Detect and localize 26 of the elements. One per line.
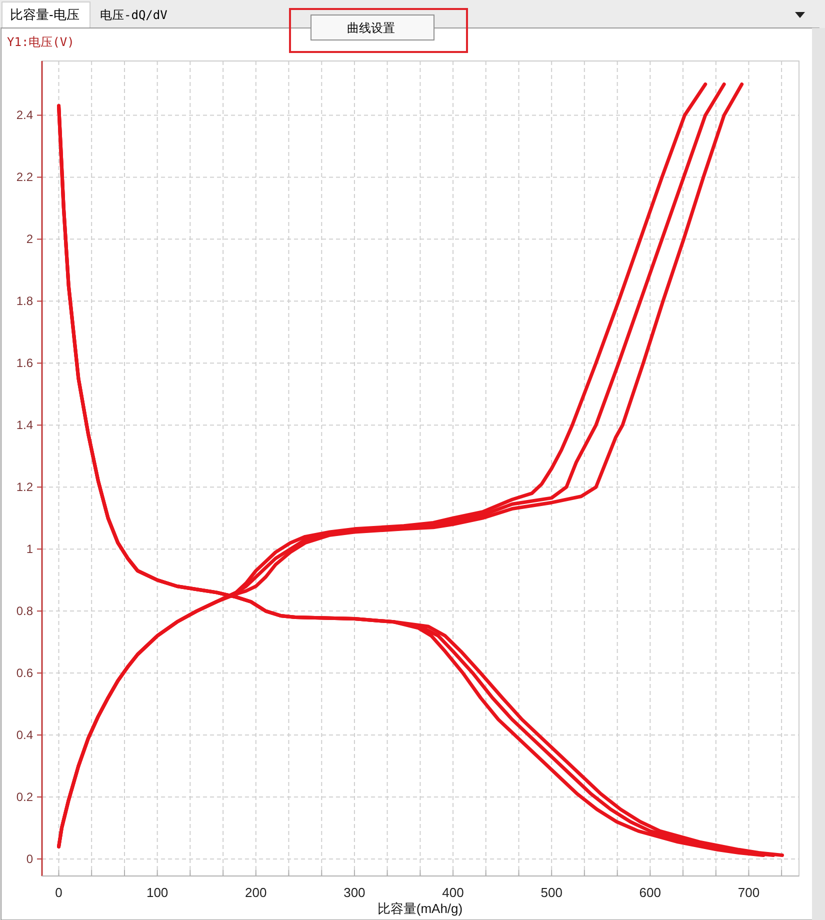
y-tick-label: 0.2	[16, 790, 34, 804]
x-tick-label: 200	[245, 885, 267, 900]
y-tick-label: 1.2	[16, 480, 34, 494]
x-axis-title: 比容量(mAh/g)	[377, 901, 463, 916]
x-tick-label: 600	[639, 885, 662, 900]
y-tick-label: 2.4	[16, 108, 34, 122]
y-tick-label: 0	[26, 852, 34, 866]
y-tick-label: 1	[26, 542, 34, 556]
x-tick-label: 700	[738, 885, 760, 900]
y-tick-label: 1.4	[16, 418, 34, 432]
y-tick-label: 0.6	[16, 666, 34, 680]
y-tick-label: 0.4	[16, 728, 34, 742]
x-tick-label: 500	[540, 885, 562, 900]
x-tick-label: 400	[442, 885, 464, 900]
y-axis-title: Y1:电压(V)	[7, 35, 74, 49]
y-tick-label: 2.2	[16, 170, 34, 184]
text: 电压-dQ/dV	[100, 8, 168, 22]
x-tick-label: 100	[146, 885, 168, 900]
chart-title: 比容量-电压	[10, 7, 80, 22]
text: 曲线设置	[347, 21, 395, 35]
y-tick-label: 2	[26, 232, 34, 246]
y-tick-label: 1.6	[16, 356, 34, 370]
x-tick-label: 300	[344, 885, 366, 900]
y-tick-label: 1.8	[16, 294, 34, 308]
x-tick-label: 0	[55, 885, 62, 900]
y-tick-label: 0.8	[16, 604, 34, 618]
